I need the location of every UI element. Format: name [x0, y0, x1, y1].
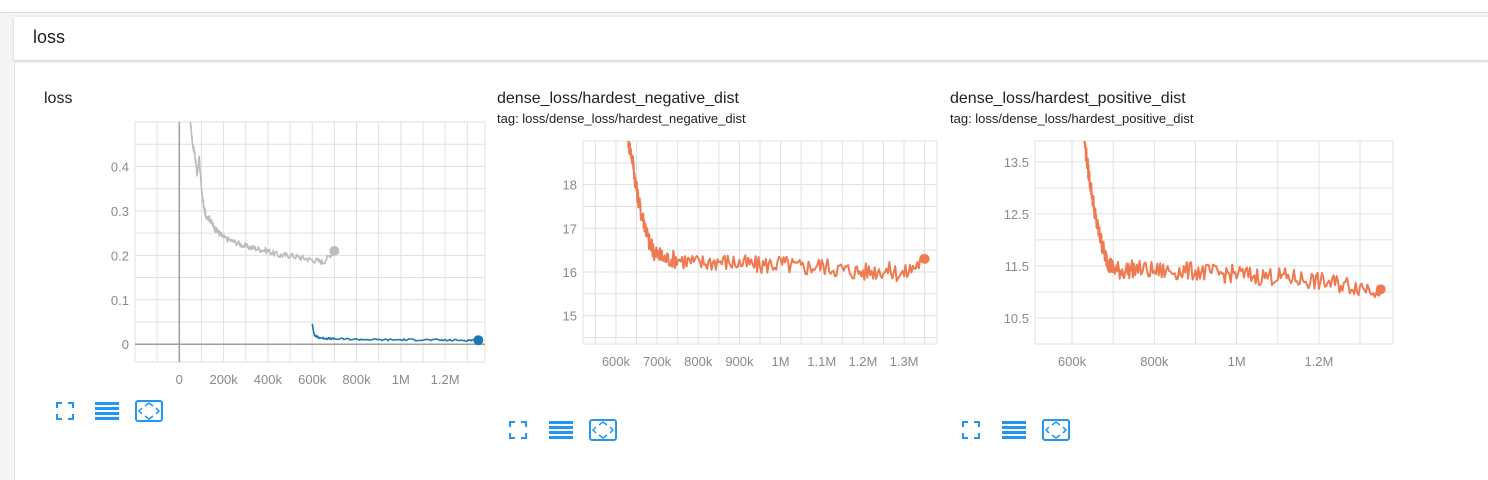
- x-tick-label: 200k: [210, 372, 239, 387]
- plot-frame: [134, 121, 486, 363]
- section-header-loss[interactable]: loss: [14, 17, 1488, 60]
- plot-frame: [1034, 140, 1394, 345]
- x-tick-label: 400k: [254, 372, 283, 387]
- y-tick-label: 12.5: [1004, 207, 1029, 222]
- section-title: loss: [33, 27, 66, 47]
- list-icon: [1002, 421, 1026, 439]
- y-tick-label: 13.5: [1004, 155, 1029, 170]
- y-tick-label: 15: [563, 309, 577, 324]
- y-tick-label: 0.3: [111, 204, 129, 219]
- x-tick-label: 1.2M: [848, 354, 877, 369]
- list-icon: [549, 421, 573, 439]
- fit-domain-button[interactable]: [588, 418, 618, 442]
- chart-hardest-negative-dist[interactable]: 600k 700k 800k 900k 1M 1.1M 1.2M 1.3M 15 16 17 18: [563, 140, 938, 380]
- chart-hardest-positive-dist[interactable]: 600k 800k 1M 1.2M 10.5 11.5 12.5 13.5: [1004, 140, 1394, 380]
- series-end-point: [473, 335, 484, 346]
- y-tick-label: 18: [563, 178, 577, 193]
- series-line: [627, 141, 926, 282]
- y-tick-label: 10.5: [1004, 311, 1029, 326]
- x-tick-label: 1.2M: [431, 372, 460, 387]
- x-tick-label: 800k: [342, 372, 371, 387]
- top-strip: [0, 0, 1488, 13]
- y-tick-label: 0.4: [111, 159, 129, 174]
- x-tick-label: 800k: [1140, 354, 1169, 369]
- x-tick-label: 600k: [602, 354, 631, 369]
- card-tag: tag: loss/dense_loss/hardest_positive_di…: [950, 111, 1194, 126]
- card-title: dense_loss/hardest_negative_dist: [497, 90, 739, 107]
- toggle-log-button[interactable]: [92, 399, 122, 423]
- series-line: [189, 122, 336, 266]
- chart-loss[interactable]: 0 200k 400k 600k 800k 1M 1.2M 0 0.1 0.2 0.3 0.4: [111, 121, 486, 398]
- x-tick-label: 800k: [684, 354, 713, 369]
- x-tick-label: 1M: [392, 372, 410, 387]
- expand-button[interactable]: [50, 399, 80, 423]
- expand-icon: [962, 421, 980, 439]
- expand-icon: [509, 421, 527, 439]
- card-title: loss: [44, 90, 73, 107]
- y-tick-label: 0: [122, 337, 129, 352]
- x-tick-label: 900k: [725, 354, 754, 369]
- x-tick-label: 600k: [1058, 354, 1087, 369]
- expand-button[interactable]: [956, 418, 986, 442]
- fit-domain-button[interactable]: [134, 399, 164, 423]
- x-tick-label: 1M: [1228, 354, 1246, 369]
- toggle-log-button[interactable]: [546, 418, 576, 442]
- series-end-point: [919, 253, 930, 264]
- series-end-point: [1375, 284, 1386, 295]
- x-tick-label: 700k: [643, 354, 672, 369]
- fit-domain-icon: [1042, 419, 1070, 441]
- series-end-point: [329, 245, 340, 256]
- cards-container: loss 0 200k 400k 600k 800k 1M 1.2M 0 0.1 0.2 0.3 0.…: [14, 63, 1488, 480]
- fit-domain-button[interactable]: [1041, 418, 1071, 442]
- x-tick-label: 1M: [772, 354, 790, 369]
- expand-icon: [56, 402, 74, 420]
- y-tick-label: 17: [563, 221, 577, 236]
- x-tick-label: 1.1M: [807, 354, 836, 369]
- toggle-log-button[interactable]: [999, 418, 1029, 442]
- x-tick-label: 1.2M: [1304, 354, 1333, 369]
- y-tick-label: 11.5: [1005, 259, 1029, 274]
- series-line: [1083, 141, 1382, 299]
- fit-domain-icon: [589, 419, 617, 441]
- fit-domain-icon: [135, 400, 163, 422]
- y-tick-label: 0.1: [111, 293, 129, 308]
- card-title: dense_loss/hardest_positive_dist: [950, 90, 1186, 107]
- series-line: [311, 323, 479, 342]
- expand-button[interactable]: [503, 418, 533, 442]
- plot-frame: [582, 140, 938, 345]
- list-icon: [95, 402, 119, 420]
- x-tick-label: 600k: [298, 372, 327, 387]
- x-tick-label: 1.3M: [890, 354, 919, 369]
- x-tick-label: 0: [176, 372, 183, 387]
- y-tick-label: 16: [563, 265, 577, 280]
- card-tag: tag: loss/dense_loss/hardest_negative_di…: [497, 111, 746, 126]
- y-tick-label: 0.2: [111, 248, 129, 263]
